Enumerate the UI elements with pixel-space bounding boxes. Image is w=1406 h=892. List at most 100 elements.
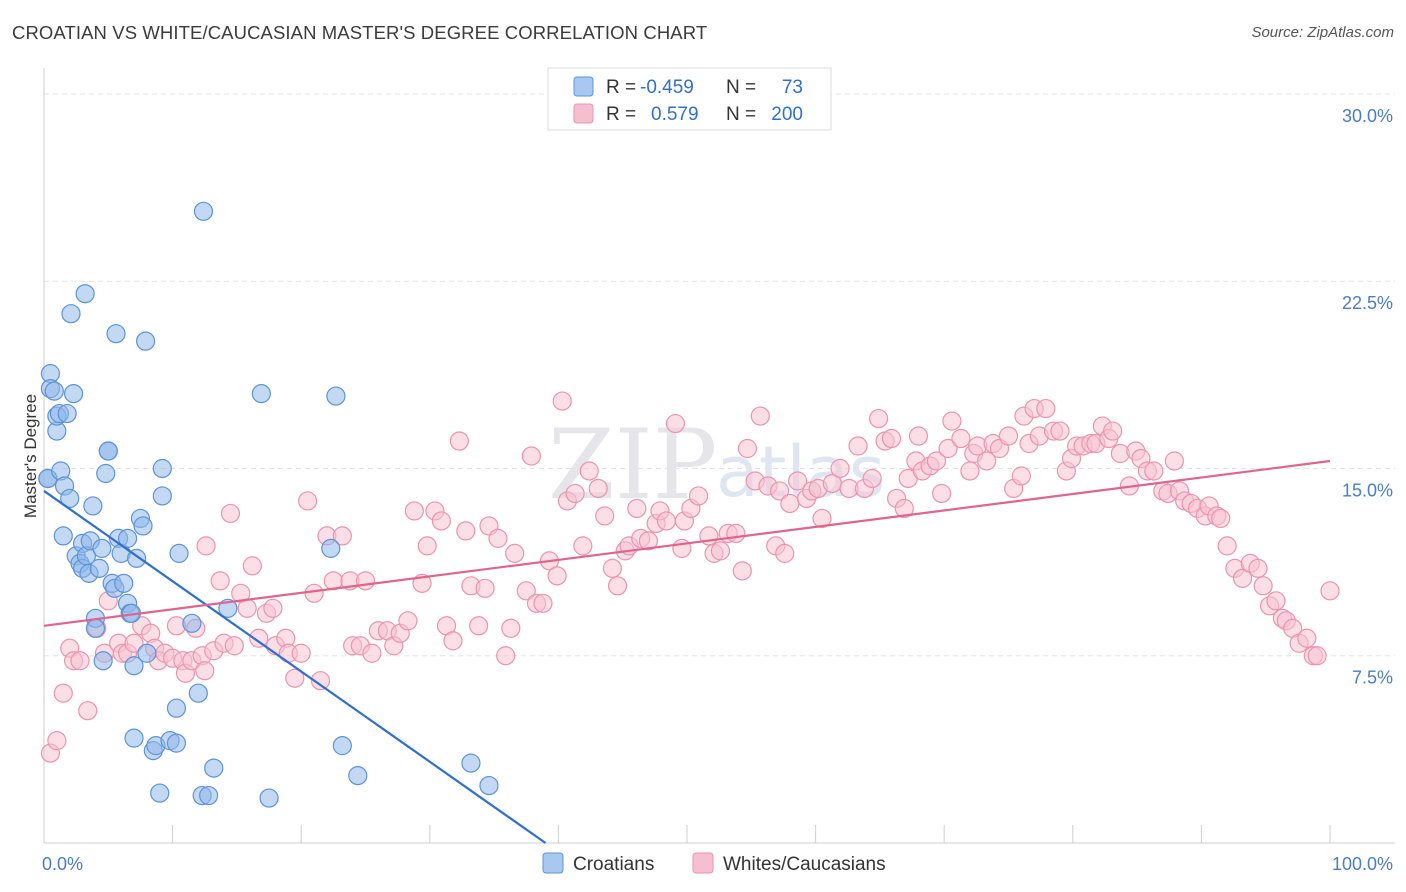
whites-point-87	[579, 461, 599, 481]
croatians-point-41	[137, 643, 157, 663]
y-tick-label-2: 22.5%	[1342, 293, 1393, 313]
whites-point-186	[1211, 508, 1231, 529]
croatians-trend-line	[43, 490, 547, 844]
whites-point-118	[780, 493, 800, 514]
series-legend: Croatians Whites/Caucasians	[542, 852, 886, 875]
whites-point-201	[1307, 646, 1327, 666]
whites-point-90	[602, 558, 623, 578]
whites-point-67	[449, 431, 469, 451]
whites-point-36	[249, 628, 269, 648]
whites-point-26	[195, 661, 215, 681]
croatians-point-60	[135, 331, 156, 351]
whites-point-13	[124, 633, 144, 653]
croatians-point-62	[251, 383, 271, 404]
croatians-point-32	[114, 573, 134, 593]
whites-point-158	[1036, 398, 1056, 419]
whites-point-104	[688, 486, 709, 506]
y-tick-label-3: 30.0%	[1342, 106, 1393, 126]
croatians-point-9	[53, 526, 73, 546]
whites-point-110	[732, 561, 752, 581]
legend-n-value-2: 200	[771, 104, 803, 125]
whites-point-169	[1103, 421, 1123, 441]
croatians-point-23	[85, 618, 106, 638]
whites-point-74	[496, 646, 516, 666]
whites-point-99	[656, 511, 677, 531]
croatians-point-58	[61, 304, 81, 324]
whites-point-140	[926, 451, 947, 471]
croatians-point-54	[199, 785, 219, 806]
chart-source: Source: ZipAtlas.com	[1251, 24, 1394, 41]
whites-point-153	[1011, 466, 1031, 486]
whites-point-142	[938, 438, 958, 459]
legend-box	[547, 67, 832, 131]
whites-point-80	[533, 593, 553, 613]
whites-point-194	[1266, 591, 1286, 611]
whites-point-132	[881, 428, 902, 449]
trend-lines	[43, 459, 1331, 844]
whites-point-68	[456, 521, 476, 541]
x-tick-label-right: 100.0%	[1332, 854, 1393, 874]
croatians-point-44	[150, 783, 170, 803]
whites-point-113	[750, 406, 770, 426]
whites-point-199	[1297, 628, 1317, 648]
whites-point-1	[47, 731, 67, 751]
y-tick-label-0: 7.5%	[1352, 668, 1393, 688]
whites-point-32	[224, 636, 244, 656]
croatians-point-49	[169, 543, 189, 563]
whites-point-73	[488, 528, 508, 548]
croatians-point-69	[479, 775, 499, 796]
whites-point-86	[573, 536, 593, 556]
whites-point-144	[951, 428, 971, 449]
whites-point-119	[787, 471, 808, 491]
whites-point-187	[1217, 536, 1237, 556]
x-tick-labels: 0.0% 100.0%	[42, 854, 1393, 874]
whites-point-59	[398, 611, 418, 631]
whites-point-189	[1232, 568, 1253, 588]
whites-point-83	[552, 391, 572, 411]
whites-point-75	[501, 618, 521, 638]
croatians-points-layer	[38, 201, 499, 808]
whites-point-27	[196, 536, 216, 556]
whites-point-151	[998, 426, 1019, 446]
whites-point-134	[894, 498, 914, 519]
croatians-point-21	[83, 496, 103, 516]
croatians-point-37	[124, 656, 144, 676]
legend-r-value-2: 0.579	[651, 104, 699, 125]
legend-swatch-croatians	[573, 76, 594, 97]
whites-point-175	[1144, 461, 1164, 481]
legend-swatch-whites	[573, 103, 594, 124]
y-tick-label-1: 15.0%	[1342, 480, 1393, 500]
whites-point-82	[547, 566, 567, 586]
whites-point-202	[1320, 581, 1340, 601]
whites-point-31	[220, 503, 241, 524]
whites-point-77	[516, 581, 536, 601]
croatians-point-45	[152, 458, 172, 479]
legend-r-value-1: -0.459	[640, 77, 694, 98]
whites-point-46	[310, 671, 331, 691]
whites-point-5	[70, 651, 90, 671]
whites-point-76	[505, 543, 525, 563]
croatians-point-64	[321, 538, 341, 558]
whites-point-54	[362, 643, 382, 663]
whites-point-6	[78, 701, 98, 721]
whites-point-38	[263, 598, 283, 618]
croatians-point-48	[166, 733, 187, 753]
whites-point-53	[355, 571, 376, 591]
croatians-point-65	[326, 386, 346, 406]
whites-point-96	[638, 531, 659, 551]
whites-point-129	[862, 468, 882, 489]
whites-point-141	[932, 483, 952, 504]
x-tick-label-left: 0.0%	[42, 854, 83, 874]
whites-point-42	[285, 668, 305, 688]
legend-r-label-1: R =	[606, 77, 636, 98]
whites-point-111	[737, 438, 758, 459]
whites-point-88	[588, 478, 608, 499]
whites-point-107	[710, 541, 731, 561]
whites-point-89	[595, 506, 615, 526]
whites-point-71	[475, 578, 495, 598]
whites-point-43	[291, 643, 311, 663]
whites-point-123	[812, 508, 832, 529]
whites-point-160	[1050, 421, 1070, 441]
croatians-point-68	[461, 753, 481, 773]
whites-point-70	[469, 616, 489, 636]
